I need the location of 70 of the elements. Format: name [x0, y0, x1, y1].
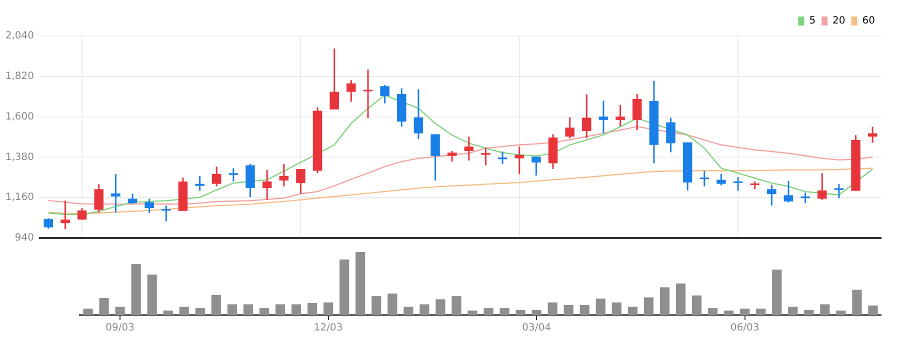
bar — [756, 308, 766, 315]
x-tick-label: 09/03 — [106, 322, 134, 334]
y-tick-label: 1,820 — [5, 70, 34, 82]
bar — [372, 296, 382, 315]
legend-label: 5 — [809, 16, 816, 27]
bar — [580, 304, 590, 315]
bar — [291, 304, 302, 315]
bar — [195, 308, 205, 315]
bar — [484, 308, 494, 315]
candlestick — [700, 170, 710, 186]
candlestick — [363, 69, 373, 118]
bar — [708, 308, 718, 315]
bar — [324, 302, 334, 315]
x-tick-label: 03/04 — [522, 322, 551, 334]
bar — [724, 310, 734, 315]
legend-label: 20 — [832, 16, 846, 27]
y-tick-label: 940 — [14, 232, 34, 244]
bar — [532, 310, 542, 315]
bar — [388, 294, 398, 315]
bar — [163, 310, 173, 315]
bar — [115, 306, 125, 315]
bar — [179, 306, 189, 315]
bar — [404, 306, 414, 315]
x-tick-label: 06/03 — [730, 322, 760, 334]
bar — [452, 296, 462, 315]
bar — [275, 304, 286, 315]
x-tick-label: 12/03 — [314, 322, 343, 334]
bar — [868, 306, 878, 315]
bar — [227, 304, 237, 315]
bar — [147, 274, 157, 315]
bar — [131, 264, 141, 315]
bar — [420, 304, 430, 315]
candlestick — [598, 100, 608, 134]
candlestick — [111, 174, 120, 212]
bar — [644, 297, 654, 315]
y-tick-label: 1,160 — [5, 192, 34, 204]
bar — [676, 284, 686, 315]
bar — [564, 304, 574, 315]
bar — [211, 294, 221, 315]
bar — [259, 308, 270, 315]
bar — [307, 303, 318, 315]
candlestick — [481, 148, 490, 166]
bar — [436, 299, 446, 315]
bar — [772, 270, 782, 315]
bar — [788, 306, 798, 315]
bar — [692, 295, 702, 315]
bar — [820, 304, 830, 315]
bar — [596, 298, 606, 315]
bar — [356, 252, 366, 315]
bar — [740, 308, 750, 315]
bar — [516, 310, 526, 315]
bar — [628, 306, 638, 315]
bar — [852, 290, 862, 315]
bar — [836, 310, 846, 315]
bar — [340, 260, 350, 315]
y-tick-label: 1,380 — [5, 152, 34, 163]
candlestick — [162, 205, 171, 222]
bar — [243, 304, 254, 315]
bar — [660, 287, 670, 315]
bar — [804, 310, 814, 315]
candlestick — [733, 177, 743, 191]
legend-label: 60 — [862, 16, 876, 27]
bar — [83, 308, 93, 315]
bar — [548, 302, 558, 315]
bar — [500, 308, 510, 315]
bar — [612, 302, 622, 315]
y-tick-label: 1,600 — [5, 111, 34, 122]
bar — [99, 298, 109, 315]
y-tick-label: 2,040 — [5, 30, 34, 42]
bar — [468, 310, 478, 315]
